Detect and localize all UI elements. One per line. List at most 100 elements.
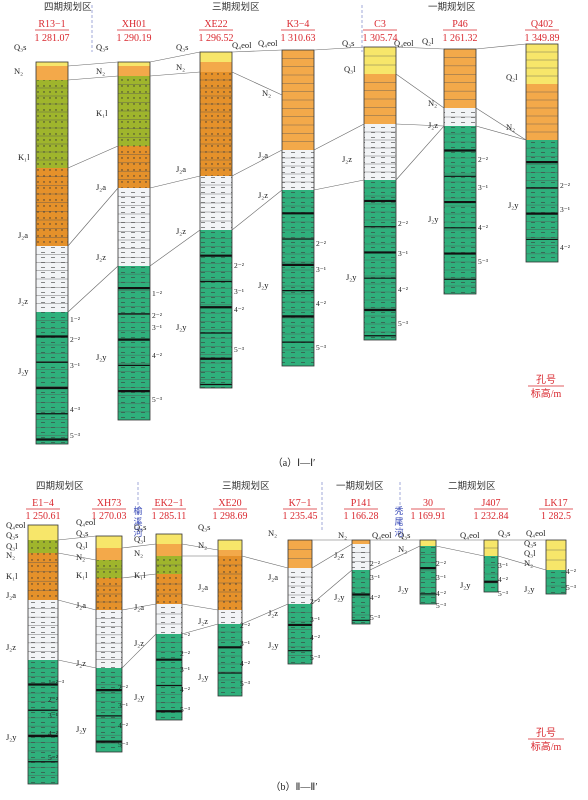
section-a-seam-label: 3⁻¹ — [152, 323, 162, 332]
section-b-seam-label: 2⁻² — [436, 559, 447, 568]
section-b-borehole-id: EK2−1 — [155, 498, 184, 509]
section-a-strata-label: Q₄eol — [394, 38, 414, 48]
section-b-strata-label: J₂a — [268, 572, 278, 582]
section-b-strata-label: J₂z — [334, 550, 344, 560]
section-a-strata-label: K₁l — [18, 152, 30, 162]
section-a-column-outline — [525, 43, 559, 263]
section-a-seam-label: 4⁻² — [152, 351, 163, 360]
section-b-strata-label: N₂ — [268, 528, 277, 538]
section-a-legend-elevation: 标高/m — [531, 387, 562, 400]
section-a-borehole-elevation: 1 349.89 — [525, 33, 560, 44]
section-b-seam-label: 2⁻² — [48, 695, 59, 704]
section-a-correlation-line — [231, 71, 283, 96]
section-b-river-label: 河 — [394, 527, 403, 539]
section-a-correlation-line — [395, 123, 445, 127]
section-a-correlation-line — [67, 145, 119, 169]
section-a-strata-label: J₂a — [176, 164, 186, 174]
section-b-layer-q — [96, 536, 122, 548]
section-b-layer-q — [28, 525, 58, 540]
section-a-layer-n2 — [200, 62, 232, 72]
section-a-seam-label: 2⁻² — [70, 335, 81, 344]
section-a-seam-label: 5⁻³ — [70, 431, 81, 440]
section-a-strata-label: J₂a — [96, 182, 106, 192]
section-a-seam-label: 2⁻² — [398, 219, 409, 228]
section-a-layer-texture — [526, 140, 558, 262]
section-b-column-outline — [95, 535, 123, 753]
section-b-layer-q — [218, 540, 242, 550]
section-b-seam-label: 4⁻² — [498, 575, 509, 584]
section-b-borehole-elevation: 1 166.28 — [344, 511, 379, 522]
section-b-borehole-id: E1−4 — [32, 498, 54, 509]
section-b-column-outline — [27, 524, 59, 785]
section-b-column-outline — [155, 533, 183, 721]
section-a-layer-texture — [444, 126, 476, 294]
section-a-borehole-id: Q402 — [531, 19, 553, 30]
section-b-legend-elevation: 标高/m — [531, 740, 562, 753]
section-b-strata-label: Q₃s — [398, 530, 410, 540]
section-b-strata-label: J₂a — [6, 590, 16, 600]
section-a-planning-zone-label: 三期规划区 — [212, 1, 260, 13]
section-a-correlation-line — [395, 125, 445, 181]
section-a-layer-q — [36, 62, 68, 66]
section-b-seam-label: 4⁻² — [118, 721, 129, 730]
section-a-strata-label: Q₃s — [176, 42, 188, 52]
section-b-strata-label: J₂z — [198, 616, 208, 626]
section-a-borehole-elevation: 1 261.32 — [443, 33, 478, 44]
section-b-borehole-column-5 — [287, 539, 313, 665]
section-a-layer-q — [200, 52, 232, 62]
section-b-correlation-line — [369, 545, 421, 571]
section-b-layer-q — [156, 534, 182, 544]
section-b-column-outline — [483, 539, 499, 593]
section-a-seam-label: 4⁻² — [234, 305, 245, 314]
section-a-correlation-line — [67, 61, 119, 67]
section-b-strata-label: N₂ — [398, 544, 407, 554]
section-b-layer-n2 — [156, 544, 182, 556]
section-a-layer-n2 — [118, 66, 150, 76]
section-a-layer-n2 — [444, 49, 476, 108]
section-a-seam-label: 1⁻² — [152, 289, 163, 298]
section-b-layer-texture — [28, 553, 58, 600]
section-a-seam-label: 3⁻¹ — [316, 265, 326, 274]
section-b-river-label: 榆 — [133, 505, 142, 517]
section-a-correlation-line — [149, 51, 201, 63]
section-a-seam-label: 3⁻¹ — [560, 205, 570, 214]
section-b-column-outline — [217, 539, 243, 697]
section-a-strata-label: Q₃s — [96, 42, 108, 52]
section-b-borehole-elevation: 1 169.91 — [411, 511, 446, 522]
section-b-layer-texture — [288, 604, 312, 664]
section-b-seam-label: 2⁻² — [118, 683, 129, 692]
section-b-strata-label: J₂z — [6, 642, 16, 652]
section-a-borehole-column-7 — [525, 43, 559, 263]
section-a-strata-label: Q₃s — [342, 38, 354, 48]
section-a-strata-label: J₂y — [508, 200, 519, 210]
section-b-borehole-id: XE20 — [218, 498, 241, 509]
section-b-correlation-line — [57, 659, 97, 669]
section-b-seam-label: 4⁻² — [180, 685, 191, 694]
section-a-correlation-line — [149, 229, 201, 267]
section-a-layer-texture — [364, 124, 396, 180]
section-a-seam-label: 4⁻³ — [70, 405, 81, 414]
section-b-correlation-line — [435, 545, 485, 557]
section-b-correlation-line — [57, 535, 97, 541]
section-a-strata-label: Q₄eol — [232, 40, 252, 50]
section-b-borehole-column-6 — [351, 539, 371, 625]
section-b-seam-label: 5⁻³ — [180, 705, 191, 714]
section-b-seam-label: 1⁻² — [180, 631, 191, 640]
section-a-strata-label: N₂ — [96, 66, 105, 76]
section-a-strata-label: K₁l — [96, 108, 108, 118]
section-b-layer-texture — [96, 610, 122, 668]
section-b-seam-label: 5⁻² — [48, 753, 59, 762]
section-a-layer-texture — [200, 230, 232, 388]
section-a-borehole-elevation: 1 281.07 — [35, 33, 70, 44]
section-b-seam-label: 3⁻¹ — [118, 701, 128, 710]
section-b-correlation-line — [57, 552, 97, 561]
section-b-correlation-line — [57, 599, 97, 611]
section-a-seam-label: 3⁻¹ — [234, 287, 244, 296]
section-a-borehole-column-1 — [35, 61, 69, 445]
section-b-layer-q — [546, 540, 566, 570]
section-a-seam-label: 4⁻² — [398, 285, 409, 294]
section-b-strata-label: J₂y — [524, 584, 535, 594]
section-b-correlation-line — [311, 569, 353, 605]
section-b-strata-label: J₂y — [268, 640, 279, 650]
section-b-borehole-column-7 — [419, 539, 437, 605]
